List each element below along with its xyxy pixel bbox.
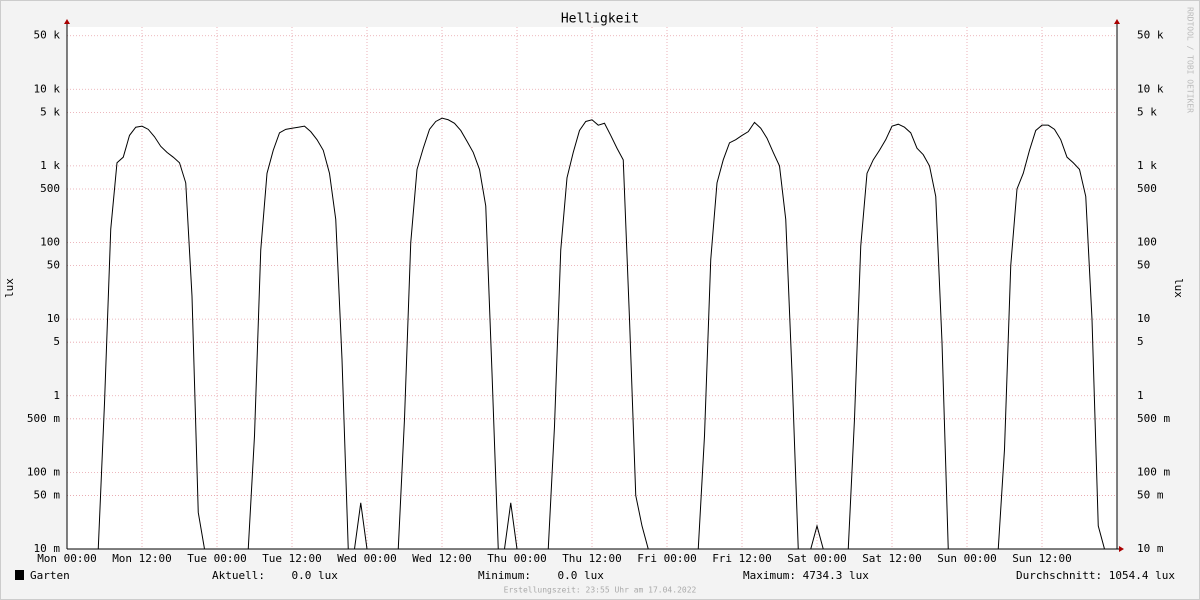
x-tick-label: Wed 12:00 — [412, 552, 472, 565]
arrow — [1114, 19, 1120, 24]
stat: Durchschnitt: 1054.4 lux — [1016, 569, 1175, 582]
x-tick-label: Thu 12:00 — [562, 552, 622, 565]
y-tick-label: 50 m — [34, 488, 61, 501]
stat: Minimum: 0.0 lux — [478, 569, 604, 582]
x-tick-label: Tue 00:00 — [187, 552, 247, 565]
y-tick-label-right: 1 — [1137, 389, 1144, 402]
legend-label: Garten — [30, 569, 70, 582]
y-tick-label-right: 50 k — [1137, 29, 1164, 42]
y-tick-label: 5 — [53, 335, 60, 348]
y-tick-label-right: 10 — [1137, 312, 1150, 325]
arrow — [64, 19, 70, 24]
y-tick-label: 1 k — [40, 159, 60, 172]
x-tick-label: Thu 00:00 — [487, 552, 547, 565]
x-tick-label: Sat 12:00 — [862, 552, 922, 565]
stat: Maximum: 4734.3 lux — [743, 569, 869, 582]
y-tick-label: 5 k — [40, 105, 60, 118]
y-tick-label: 500 — [40, 182, 60, 195]
y-tick-label: 50 — [47, 259, 60, 272]
y-tick-label: 10 m — [34, 542, 61, 555]
footer: Erstellungszeit: 23:55 Uhr am 17.04.2022 — [504, 586, 697, 595]
line-series — [67, 117, 1117, 550]
y-tick-label-right: 500 — [1137, 182, 1157, 195]
chart-title: Helligkeit — [561, 12, 639, 27]
y-tick-label-right: 5 k — [1137, 105, 1157, 118]
x-tick-label: Sun 12:00 — [1012, 552, 1072, 565]
y-axis-label: lux — [3, 278, 16, 298]
x-tick-label: Wed 00:00 — [337, 552, 397, 565]
stat: Aktuell: 0.0 lux — [212, 569, 338, 582]
y-tick-label: 100 — [40, 236, 60, 249]
x-tick-label: Tue 12:00 — [262, 552, 322, 565]
arrow — [1119, 546, 1124, 552]
y-tick-label-right: 5 — [1137, 335, 1144, 348]
y-tick-label: 1 — [53, 389, 60, 402]
y-tick-label: 500 m — [27, 412, 60, 425]
y-tick-label-right: 10 k — [1137, 82, 1164, 95]
x-tick-label: Mon 12:00 — [112, 552, 172, 565]
x-tick-label: Fri 00:00 — [637, 552, 697, 565]
y-tick-label-right: 500 m — [1137, 412, 1170, 425]
y-tick-label: 10 — [47, 312, 60, 325]
legend-swatch — [15, 570, 24, 580]
y-tick-label-right: 100 m — [1137, 465, 1170, 478]
y-tick-label-right: 50 m — [1137, 488, 1164, 501]
y-tick-label: 100 m — [27, 465, 60, 478]
y-axis-label-right: lux — [1172, 278, 1185, 298]
y-tick-label-right: 100 — [1137, 236, 1157, 249]
y-tick-label-right: 10 m — [1137, 542, 1164, 555]
y-tick-label: 10 k — [34, 82, 61, 95]
x-tick-label: Sat 00:00 — [787, 552, 847, 565]
y-tick-label-right: 50 — [1137, 259, 1150, 272]
x-tick-label: Fri 12:00 — [712, 552, 772, 565]
watermark: RRDTOOL / TOBI OETIKER — [1186, 7, 1195, 113]
x-tick-label: Sun 00:00 — [937, 552, 997, 565]
y-tick-label-right: 1 k — [1137, 159, 1157, 172]
x-tick-label: Mon 00:00 — [37, 552, 97, 565]
y-tick-label: 50 k — [34, 29, 61, 42]
